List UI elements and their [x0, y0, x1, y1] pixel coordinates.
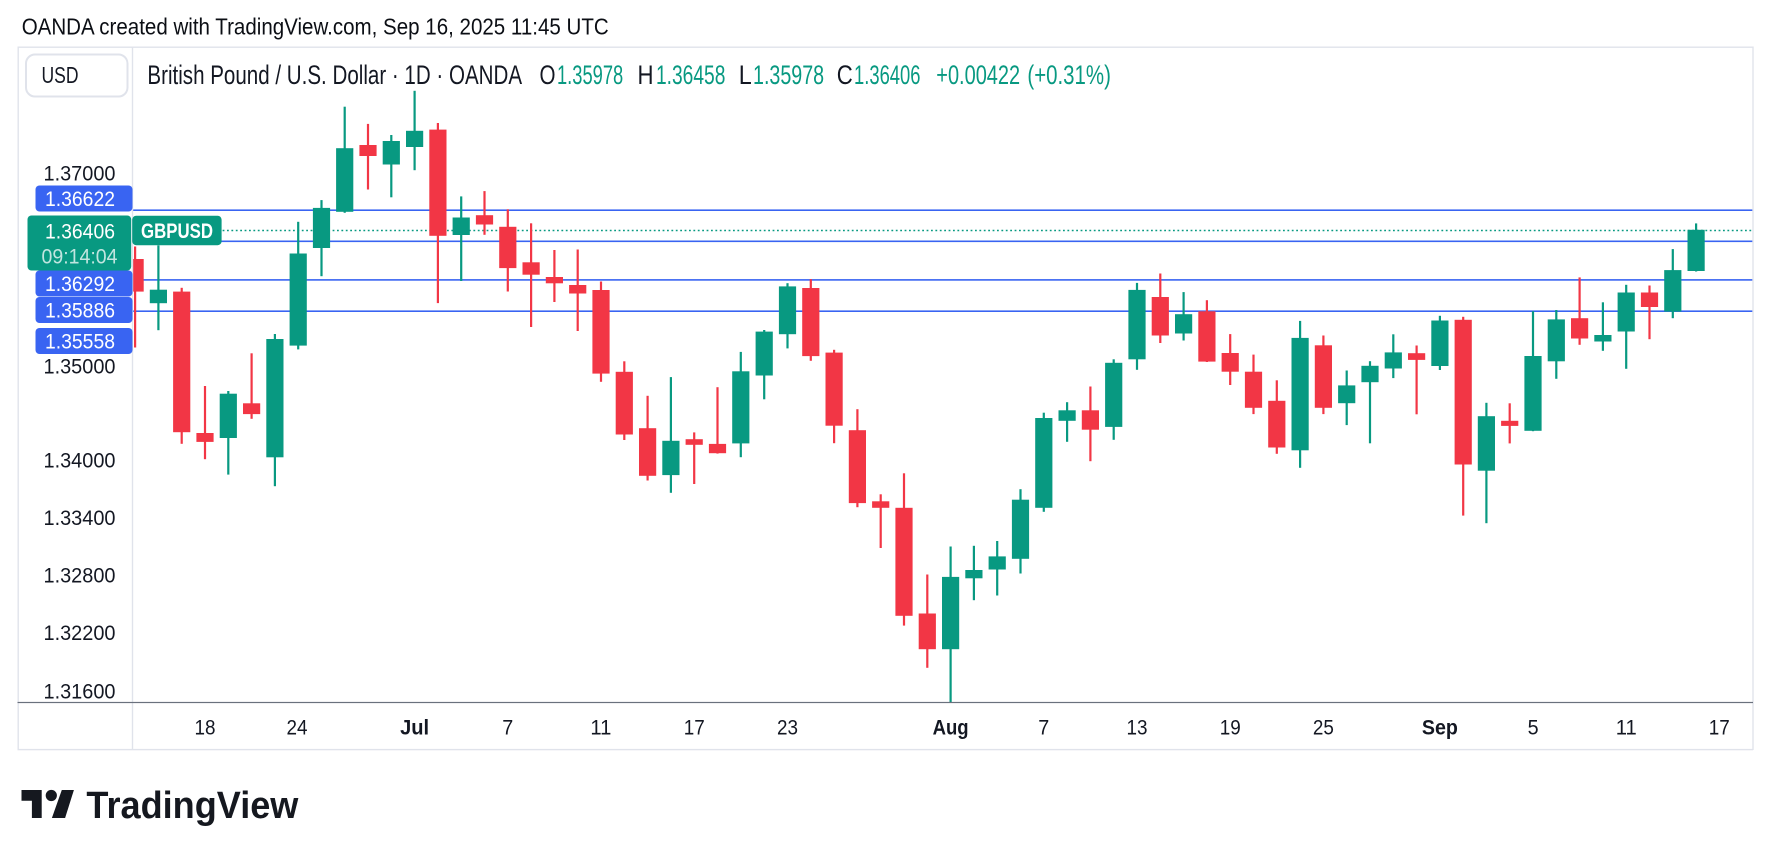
- svg-text:7: 7: [502, 717, 513, 740]
- svg-text:OANDA created with TradingView: OANDA created with TradingView.com, Sep …: [22, 14, 609, 40]
- svg-text:H: H: [638, 60, 654, 90]
- svg-text:1.36622: 1.36622: [45, 188, 115, 211]
- svg-text:1.37000: 1.37000: [44, 162, 116, 185]
- svg-text:(+0.31%): (+0.31%): [1027, 60, 1111, 90]
- svg-text:O: O: [540, 60, 556, 90]
- svg-text:1.35978: 1.35978: [557, 60, 623, 90]
- svg-text:C: C: [837, 60, 853, 90]
- svg-text:1.35558: 1.35558: [45, 331, 115, 354]
- svg-text:18: 18: [195, 717, 216, 740]
- svg-text:1.31600: 1.31600: [44, 680, 116, 703]
- svg-text:1.36458: 1.36458: [656, 60, 725, 90]
- svg-text:19: 19: [1220, 717, 1241, 740]
- svg-text:British Pound / U.S. Dollar ·: British Pound / U.S. Dollar · 1D · OANDA: [147, 60, 522, 90]
- svg-text:11: 11: [1616, 717, 1637, 740]
- svg-text:1.32200: 1.32200: [44, 622, 116, 645]
- svg-text:L: L: [739, 60, 752, 90]
- svg-text:7: 7: [1038, 717, 1049, 740]
- svg-text:1.35978: 1.35978: [753, 60, 824, 90]
- svg-text:24: 24: [287, 717, 308, 740]
- svg-text:TradingView: TradingView: [86, 785, 298, 827]
- svg-text:1.35000: 1.35000: [44, 356, 116, 379]
- svg-text:17: 17: [684, 717, 705, 740]
- svg-text:Sep: Sep: [1422, 717, 1458, 740]
- svg-text:09:14:04: 09:14:04: [42, 246, 118, 269]
- svg-text:Aug: Aug: [933, 717, 969, 740]
- svg-text:1.36292: 1.36292: [45, 273, 115, 296]
- svg-text:1.36406: 1.36406: [854, 60, 921, 90]
- svg-text:23: 23: [777, 717, 798, 740]
- svg-text:1.32800: 1.32800: [44, 564, 116, 587]
- svg-text:USD: USD: [42, 62, 79, 88]
- svg-text:1.36406: 1.36406: [45, 221, 115, 244]
- svg-text:1.34000: 1.34000: [44, 450, 116, 473]
- svg-text:11: 11: [590, 717, 611, 740]
- svg-text:5: 5: [1528, 717, 1539, 740]
- svg-text:1.35886: 1.35886: [45, 300, 115, 323]
- svg-text:17: 17: [1709, 717, 1730, 740]
- svg-text:25: 25: [1313, 717, 1334, 740]
- svg-text:1.33400: 1.33400: [44, 507, 116, 530]
- svg-text:13: 13: [1127, 717, 1148, 740]
- svg-text:GBPUSD: GBPUSD: [141, 220, 213, 243]
- svg-text:Jul: Jul: [400, 717, 429, 740]
- svg-text:+0.00422: +0.00422: [936, 60, 1020, 90]
